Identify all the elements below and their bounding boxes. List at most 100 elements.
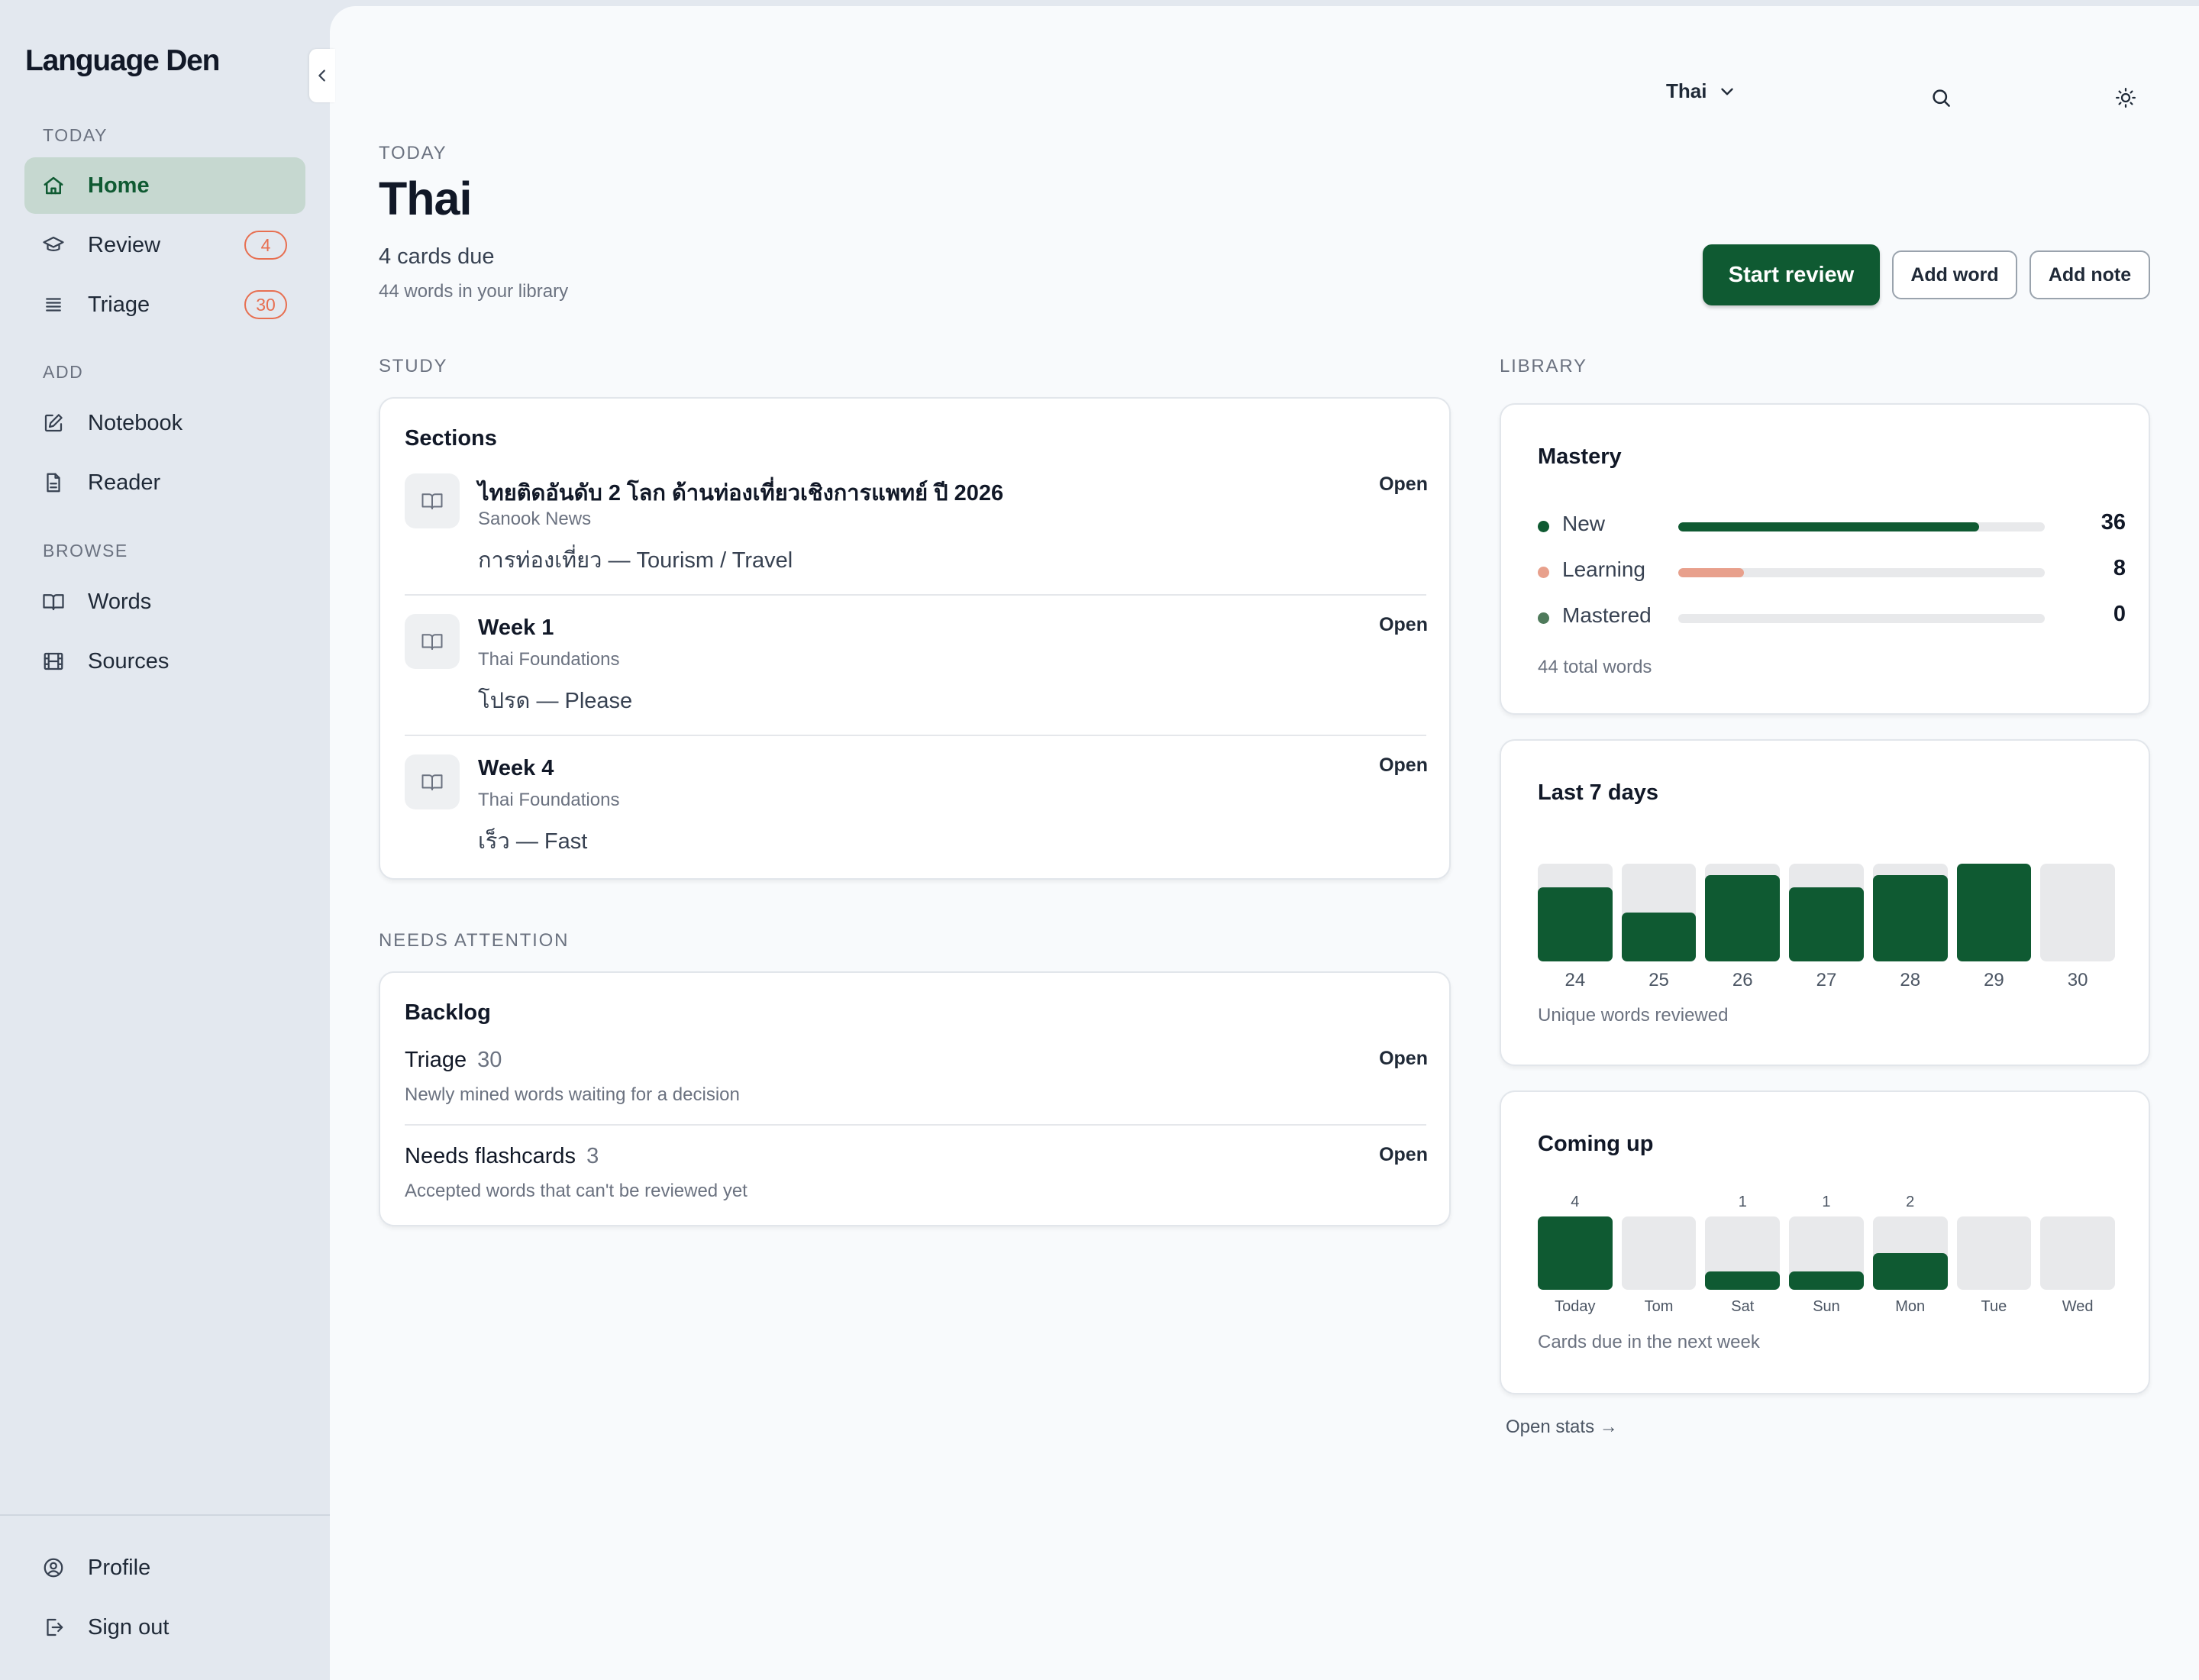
book-icon bbox=[405, 614, 460, 669]
mastery-row-mastered: Mastered 0 bbox=[1538, 602, 2126, 632]
chart-tick-label: 28 bbox=[1900, 970, 1921, 990]
film-icon bbox=[42, 650, 65, 673]
sidebar-item-label: Triage bbox=[88, 292, 150, 317]
theme-toggle-button[interactable] bbox=[2112, 84, 2139, 111]
section-word: เร็ว — Fast bbox=[478, 829, 588, 854]
chart-data-label: 4 bbox=[1571, 1194, 1580, 1210]
sidebar-item-notebook[interactable]: Notebook bbox=[24, 395, 305, 451]
chart-bar bbox=[1789, 1271, 1864, 1290]
section-open-link[interactable]: Open bbox=[1379, 614, 1428, 635]
section-item[interactable]: ไทยติดอันดับ 2 โลก ด้านท่องเที่ยวเชิงการ… bbox=[405, 473, 1428, 614]
chart-bar bbox=[1872, 1253, 1948, 1290]
sidebar-divider bbox=[0, 1514, 330, 1516]
nav-section-add: ADD bbox=[43, 362, 84, 382]
total-words-text: 44 total words bbox=[1538, 657, 1652, 677]
chart-tick-label: Today bbox=[1555, 1298, 1596, 1315]
divider bbox=[405, 1124, 1426, 1126]
pencil-square-icon bbox=[42, 412, 65, 435]
add-note-button[interactable]: Add note bbox=[2029, 250, 2150, 299]
nav-section-today: TODAY bbox=[43, 125, 108, 145]
mastery-card: Mastery New 36 Learning 8 Mastered 0 44 … bbox=[1500, 403, 2150, 715]
chart-data-label: 1 bbox=[1738, 1194, 1747, 1210]
sidebar-item-label: Review bbox=[88, 232, 161, 257]
sidebar-item-reader[interactable]: Reader bbox=[24, 454, 305, 511]
graduation-cap-icon bbox=[42, 234, 65, 257]
chart-bar bbox=[1538, 1216, 1613, 1290]
section-item[interactable]: Week 1 Thai Foundations โปรด — Please Op… bbox=[405, 614, 1428, 754]
chart-tick-label: Mon bbox=[1895, 1298, 1926, 1315]
search-icon bbox=[1933, 89, 1950, 107]
chevron-left-icon bbox=[318, 69, 325, 82]
chart-bar-slot bbox=[1538, 864, 1613, 961]
sidebar-item-triage[interactable]: Triage 30 bbox=[24, 276, 305, 333]
backlog-item-desc: Accepted words that can't be reviewed ye… bbox=[405, 1181, 748, 1201]
coming-up-card: Coming up Cards due in the next week Tod… bbox=[1500, 1090, 2150, 1394]
section-open-link[interactable]: Open bbox=[1379, 754, 1428, 776]
backlog-card: Backlog Triage 30 Newly mined words waiti… bbox=[379, 971, 1451, 1226]
progress-track bbox=[1678, 522, 2045, 531]
open-stats-link[interactable]: Open stats → bbox=[1506, 1417, 1618, 1437]
divider bbox=[405, 594, 1426, 596]
chart-bar bbox=[1705, 1271, 1781, 1290]
search-button[interactable] bbox=[1927, 84, 1955, 111]
chart-bar-slot bbox=[2040, 864, 2115, 961]
chart-tick-label: Sun bbox=[1813, 1298, 1840, 1315]
sidebar-item-label: Reader bbox=[88, 470, 161, 495]
sidebar-item-label: Profile bbox=[88, 1555, 151, 1580]
chart-tick-label: Sat bbox=[1731, 1298, 1755, 1315]
sidebar-item-label: Words bbox=[88, 589, 152, 614]
chevron-down-icon bbox=[1721, 88, 1734, 95]
section-item[interactable]: Week 4 Thai Foundations เร็ว — Fast Open bbox=[405, 754, 1428, 895]
status-dot bbox=[1538, 521, 1549, 532]
backlog-item-title: Needs flashcards bbox=[405, 1144, 576, 1168]
backlog-item-needs-flashcards[interactable]: Needs flashcards 3 Accepted words that ca… bbox=[405, 1144, 1428, 1213]
mastery-value: 0 bbox=[2113, 602, 2126, 626]
backlog-item-triage[interactable]: Triage 30 Newly mined words waiting for a… bbox=[405, 1048, 1428, 1116]
sidebar-item-words[interactable]: Words bbox=[24, 573, 305, 630]
sections-card-title: Sections bbox=[405, 426, 497, 451]
sidebar-item-sources[interactable]: Sources bbox=[24, 633, 305, 690]
progress-fill bbox=[1678, 522, 1979, 531]
chart-bar bbox=[1789, 887, 1864, 961]
chart-bar-slot bbox=[1705, 864, 1781, 961]
chart-bar-slot bbox=[1872, 1216, 1948, 1290]
backlog-open-link[interactable]: Open bbox=[1379, 1144, 1428, 1165]
chart-bar-slot bbox=[1956, 1216, 2032, 1290]
sidebar-item-profile[interactable]: Profile bbox=[24, 1539, 305, 1596]
mastery-label: New bbox=[1562, 512, 1606, 535]
chart-bar-slot bbox=[1956, 864, 2032, 961]
home-icon bbox=[42, 174, 65, 197]
backlog-open-link[interactable]: Open bbox=[1379, 1048, 1428, 1069]
sidebar-item-review[interactable]: Review 4 bbox=[24, 217, 305, 273]
chart-data-label: 2 bbox=[1906, 1194, 1915, 1210]
divider bbox=[405, 735, 1426, 736]
progress-fill bbox=[1678, 568, 1745, 577]
app-logo[interactable]: Language Den bbox=[25, 44, 220, 77]
progress-track bbox=[1678, 614, 2045, 623]
backlog-item-count: 3 bbox=[586, 1144, 599, 1168]
chart-caption: Unique words reviewed bbox=[1538, 1005, 1729, 1026]
needs-attention-heading: NEEDS ATTENTION bbox=[379, 930, 570, 951]
section-title: ไทยติดอันดับ 2 โลก ด้านท่องเที่ยวเชิงการ… bbox=[478, 481, 1004, 506]
last-7-days-card: Last 7 days Unique words reviewed 24 25 26… bbox=[1500, 739, 2150, 1066]
user-circle-icon bbox=[42, 1556, 65, 1579]
section-open-link[interactable]: Open bbox=[1379, 473, 1428, 495]
chart-tick-label: Tom bbox=[1644, 1298, 1674, 1315]
language-select[interactable]: Thai bbox=[1666, 79, 1737, 103]
sidebar-item-home[interactable]: Home bbox=[24, 157, 305, 214]
page-title: Thai bbox=[379, 173, 472, 225]
chart-tick-label: 26 bbox=[1732, 970, 1753, 990]
chart-bar-slot bbox=[2040, 1216, 2115, 1290]
collapse-sidebar-button[interactable] bbox=[309, 49, 335, 102]
section-source: Thai Foundations bbox=[478, 649, 620, 670]
chart-bar bbox=[1538, 887, 1613, 961]
start-review-button[interactable]: Start review bbox=[1703, 244, 1880, 305]
chart-bar-slot bbox=[1538, 1216, 1613, 1290]
chart-caption: Cards due in the next week bbox=[1538, 1332, 1760, 1352]
add-word-button[interactable]: Add word bbox=[1892, 250, 2017, 299]
list-icon bbox=[42, 293, 65, 316]
section-source: Sanook News bbox=[478, 509, 592, 529]
section-word: โปรด — Please bbox=[478, 689, 633, 713]
sidebar-item-sign-out[interactable]: Sign out bbox=[24, 1599, 305, 1656]
book-icon bbox=[405, 473, 460, 528]
